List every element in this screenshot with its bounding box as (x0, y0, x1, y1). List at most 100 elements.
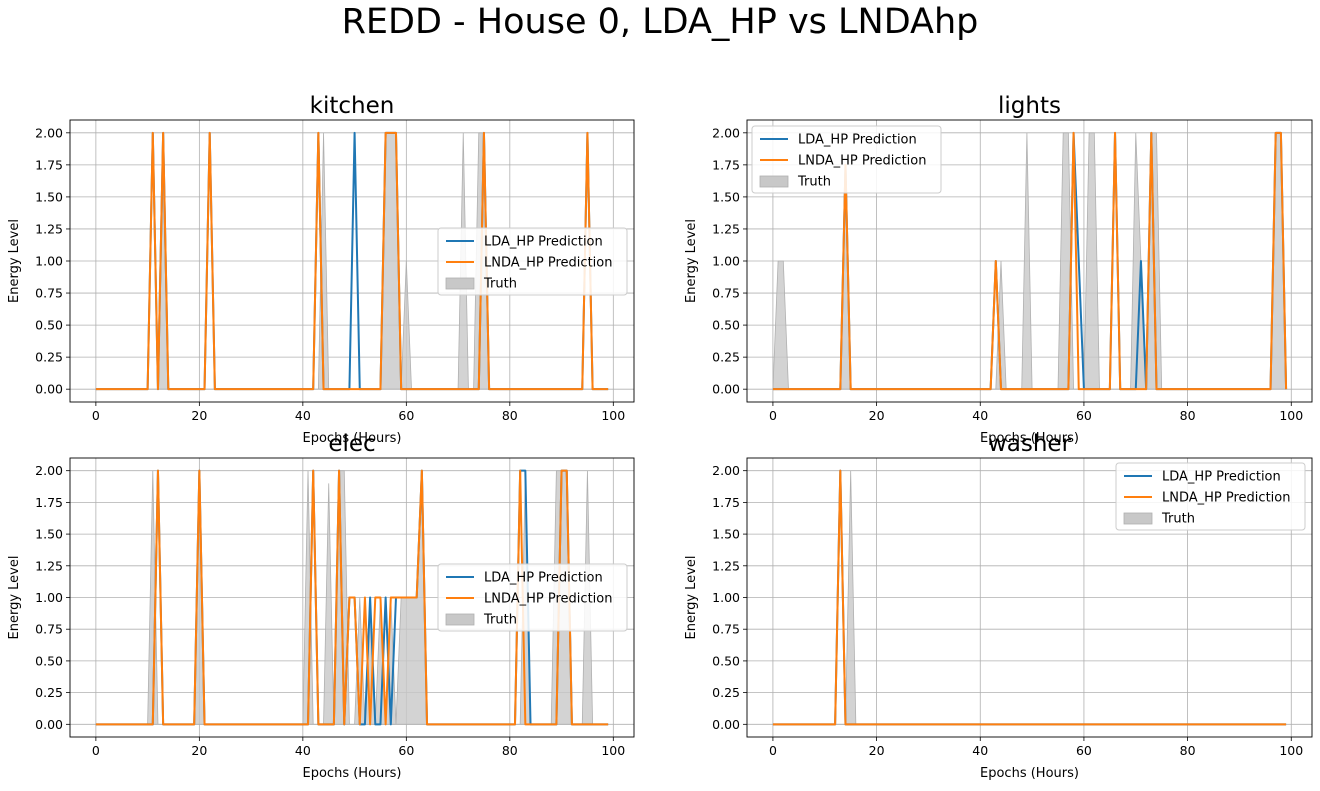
subplot-title: elec (328, 431, 375, 457)
subplot-kitchen: 0 20 40 60 80 100 0.00 0.25 0.50 0.75 1.00 1.25 1.50… (7, 93, 635, 446)
y-tick-label: 0.50 (712, 318, 740, 333)
legend-box (437, 227, 628, 296)
y-tick-label: 1.25 (712, 221, 740, 236)
x-tick-label: 80 (502, 743, 518, 758)
axes-frame (746, 119, 1313, 403)
lnda-hp-prediction-line (95, 131, 609, 391)
x-tick-label: 80 (502, 408, 518, 423)
x-axis-label: Epochs (Hours) (980, 431, 1079, 446)
axes-frame (746, 457, 1313, 738)
legend-box (751, 125, 942, 194)
legend-box (1115, 462, 1306, 531)
x-tick-label: 0 (769, 408, 777, 423)
y-tick-label: 0.75 (712, 286, 740, 301)
legend: LDA_HP Prediction LNDA_HP Prediction Truth (751, 125, 942, 194)
y-tick-label: 0.00 (35, 382, 63, 397)
axes-frame (69, 457, 635, 738)
y-tick-label: 1.25 (35, 221, 63, 236)
legend-label: LNDA_HP Prediction (1162, 491, 1290, 506)
x-tick-label: 40 (295, 743, 311, 758)
x-tick-label: 20 (869, 408, 885, 423)
legend-label: LNDA_HP Prediction (484, 592, 612, 607)
legend-box (437, 563, 628, 632)
legend-label: LDA_HP Prediction (484, 235, 603, 250)
y-axis-label: Energy Level (7, 556, 22, 640)
y-tick-label: 0.25 (35, 350, 63, 365)
y-axis-label: Energy Level (684, 556, 699, 640)
x-tick-label: 40 (295, 408, 311, 423)
y-tick-label: 1.75 (712, 157, 740, 172)
x-tick-label: 100 (601, 743, 625, 758)
x-tick-label: 100 (1279, 743, 1303, 758)
legend-truth-key (759, 175, 789, 188)
subplot-lights: 0 20 40 60 80 100 0.00 0.25 0.50 0.75 1.00 1.25 1.50… (684, 93, 1313, 446)
y-tick-label: 2.00 (35, 125, 63, 140)
x-tick-label: 60 (1076, 743, 1092, 758)
legend-label: LDA_HP Prediction (1162, 470, 1281, 485)
y-tick-label: 0.75 (712, 622, 740, 637)
x-tick-label: 40 (972, 743, 988, 758)
legend-label: LDA_HP Prediction (484, 571, 603, 586)
legend-label: LNDA_HP Prediction (798, 154, 926, 169)
x-axis-label: Epochs (Hours) (303, 766, 402, 781)
y-tick-label: 0.00 (712, 717, 740, 732)
y-tick-label: 2.00 (35, 463, 63, 478)
subplot-washer: 0 20 40 60 80 100 0.00 0.25 0.50 0.75 1.00 1.25 1.50… (684, 431, 1313, 781)
y-axis-label: Energy Level (684, 219, 699, 303)
figure-title: REDD - House 0, LDA_HP vs LNDAhp (341, 2, 979, 42)
x-tick-label: 20 (191, 743, 207, 758)
y-tick-label: 0.50 (35, 318, 63, 333)
y-tick-label: 0.00 (712, 382, 740, 397)
subplot-title: washer (988, 431, 1072, 457)
lnda-hp-prediction-line (772, 469, 1287, 726)
x-tick-label: 100 (601, 408, 625, 423)
legend-label: Truth (1161, 512, 1195, 527)
subplot-elec: 0 20 40 60 80 100 0.00 0.25 0.50 0.75 1.00 1.25 1.50… (7, 431, 635, 781)
lnda-hp-prediction-line (772, 131, 1288, 391)
legend-label: Truth (483, 613, 517, 628)
y-tick-label: 0.00 (35, 717, 63, 732)
legend-truth-key (1123, 512, 1153, 525)
y-tick-label: 1.00 (712, 254, 740, 269)
y-axis-label: Energy Level (7, 219, 22, 303)
x-tick-label: 60 (1076, 408, 1092, 423)
x-axis-label: Epochs (Hours) (980, 766, 1079, 781)
y-tick-label: 1.75 (712, 495, 740, 510)
legend-label: Truth (483, 277, 517, 292)
y-tick-label: 1.75 (35, 157, 63, 172)
x-tick-label: 40 (972, 408, 988, 423)
legend-label: LDA_HP Prediction (798, 133, 917, 148)
axes-frame (69, 119, 635, 403)
x-tick-label: 20 (869, 743, 885, 758)
x-tick-label: 60 (398, 743, 414, 758)
y-tick-label: 0.50 (712, 653, 740, 668)
y-tick-label: 1.00 (712, 590, 740, 605)
x-tick-label: 80 (1180, 408, 1196, 423)
x-tick-label: 100 (1279, 408, 1303, 423)
y-tick-label: 2.00 (712, 463, 740, 478)
x-tick-label: 0 (92, 408, 100, 423)
y-tick-label: 1.50 (35, 527, 63, 542)
subplot-title: lights (998, 93, 1061, 119)
x-tick-label: 20 (191, 408, 207, 423)
x-tick-label: 80 (1180, 743, 1196, 758)
y-tick-label: 1.50 (35, 189, 63, 204)
x-tick-label: 60 (398, 408, 414, 423)
legend-truth-key (445, 277, 475, 290)
y-tick-label: 0.25 (35, 685, 63, 700)
y-tick-label: 1.75 (35, 495, 63, 510)
legend: LDA_HP Prediction LNDA_HP Prediction Truth (437, 227, 628, 296)
x-axis-label: Epochs (Hours) (303, 431, 402, 446)
y-tick-label: 0.25 (712, 350, 740, 365)
subplot-title: kitchen (310, 93, 395, 119)
y-tick-label: 0.50 (35, 653, 63, 668)
y-tick-label: 2.00 (712, 125, 740, 140)
y-tick-label: 0.25 (712, 685, 740, 700)
y-tick-label: 1.25 (35, 558, 63, 573)
y-tick-label: 1.50 (712, 527, 740, 542)
legend: LDA_HP Prediction LNDA_HP Prediction Truth (437, 563, 628, 632)
y-tick-label: 1.25 (712, 558, 740, 573)
x-tick-label: 0 (769, 743, 777, 758)
y-tick-label: 1.50 (712, 189, 740, 204)
